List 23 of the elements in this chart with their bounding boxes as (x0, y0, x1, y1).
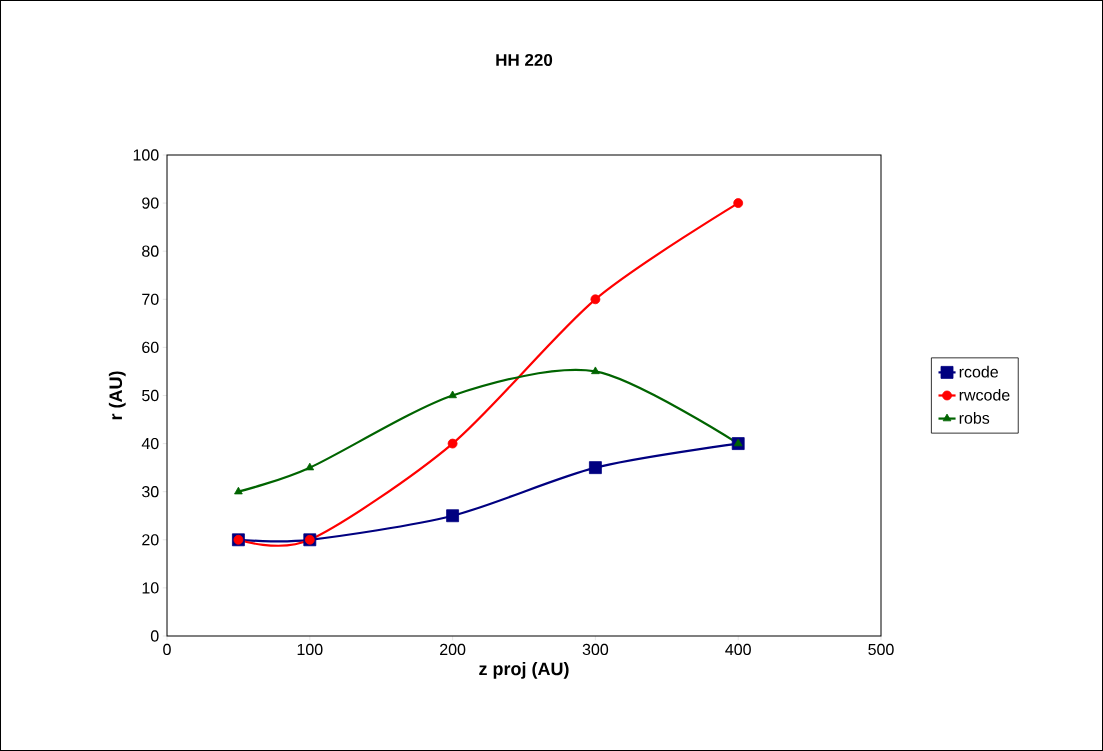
chart-title: HH 220 (496, 53, 553, 67)
y-tick-label: 40 (141, 437, 159, 450)
y-tick-label: 0 (150, 630, 159, 642)
y-axis-title: r (AU) (108, 371, 126, 420)
y-tick-label: 30 (142, 486, 159, 498)
x-tick-label: 400 (725, 643, 751, 656)
x-axis-title: z proj (AU) (479, 661, 569, 679)
x-tick-label: 200 (440, 643, 466, 656)
legend-label: rcode (959, 365, 998, 378)
y-tick-label: 70 (142, 293, 159, 305)
legend-label: rwcode (959, 388, 1010, 401)
x-tick-label: 500 (868, 643, 894, 656)
x-tick-label: 300 (582, 643, 609, 656)
y-tick-label: 80 (142, 245, 159, 257)
y-tick-label: 100 (133, 149, 159, 161)
legend-label: robs (959, 412, 990, 424)
y-tick-label: 60 (142, 341, 159, 354)
y-tick-label: 90 (142, 197, 159, 209)
y-tick-label: 50 (142, 389, 159, 402)
x-tick-label: 0 (163, 643, 171, 656)
y-tick-label: 20 (142, 534, 159, 546)
x-tick-label: 100 (297, 643, 323, 656)
y-tick-label: 10 (142, 582, 159, 594)
